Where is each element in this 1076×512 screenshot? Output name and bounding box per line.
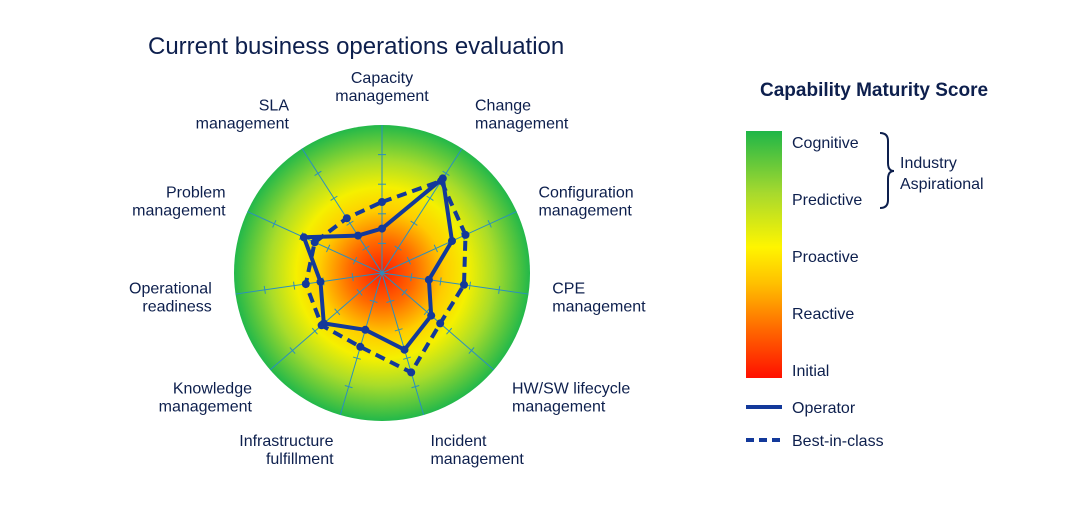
series-operator-point — [378, 224, 386, 233]
legend-color-bar — [746, 131, 782, 378]
radar-axis-tick — [356, 289, 363, 296]
series-best-in-class-line — [303, 178, 468, 375]
radar-axes — [235, 125, 529, 416]
legend-operator-label: Operator — [792, 400, 856, 417]
radar-axis-tick — [346, 220, 354, 226]
legend-level-proactive: Proactive — [792, 249, 859, 266]
series-operator-line — [301, 176, 454, 352]
radar-axis-tick — [314, 170, 322, 176]
radar-axis-tick — [410, 273, 413, 282]
legend-level-cognitive: Cognitive — [792, 135, 859, 152]
radar-axis-tick — [439, 277, 442, 286]
radar-axis-tick — [394, 328, 403, 332]
radar-axis-label: Operational readiness — [129, 280, 212, 315]
radar-axis-tick — [468, 347, 475, 354]
series-best-in-class-point — [317, 321, 326, 330]
radar-axis-tick — [263, 285, 266, 294]
legend-bracket — [879, 132, 895, 209]
radar-axis-tick — [330, 195, 338, 201]
radar-axis-label: Infrastructure fulfillment — [239, 433, 334, 468]
legend-title: Capability Maturity Score — [760, 80, 988, 101]
legend-level-initial: Initial — [792, 363, 829, 380]
radar-axis-tick — [411, 384, 420, 389]
radar-axis-label: Configuration management — [538, 185, 633, 220]
chart-title: Current business operations evaluation — [148, 33, 564, 60]
series-operator-point — [316, 277, 325, 286]
radar-axis-label: Change management — [475, 97, 569, 132]
radar-axis-label: Knowledge management — [159, 381, 253, 416]
radar-axis-tick — [410, 220, 418, 226]
radar-axis-tick — [423, 308, 430, 316]
series-operator-point — [427, 311, 436, 320]
series-operator-point — [354, 231, 362, 240]
series-best-in-class-point — [436, 319, 445, 328]
radar-axis-tick — [293, 281, 296, 290]
radar-axis-tick — [433, 244, 438, 253]
radar-axis-tick — [344, 384, 353, 389]
radar-axis-tick — [326, 244, 331, 253]
radar-axis-tick — [468, 281, 471, 290]
radar-axis-line — [381, 272, 425, 416]
radar-axis-tick — [289, 347, 296, 354]
radar-axis-tick — [401, 289, 408, 296]
radar-axis-tick — [386, 299, 395, 304]
radar-axis-tick — [442, 170, 450, 176]
radar-axis-tick — [334, 308, 341, 316]
series-best-in-class-point — [407, 368, 416, 377]
radar-axis-tick — [426, 195, 434, 201]
radar-axis-label: CPE management — [552, 280, 646, 315]
series-operator-point — [400, 345, 409, 354]
series-best-in-class-point — [437, 176, 446, 185]
series-best-in-class-point — [378, 198, 386, 206]
radar-axis-label: Problem management — [132, 185, 226, 220]
radar-axis-label: HW/SW lifecycle management — [512, 381, 630, 416]
radar-axis-tick — [498, 285, 501, 294]
radar-axis-line — [301, 148, 383, 274]
radar-axis-line — [381, 148, 463, 274]
radar-axis-label: Capacity management — [335, 70, 429, 105]
series-operator-point — [361, 325, 370, 334]
radar-axis-tick — [446, 327, 453, 335]
series-operator-point — [299, 233, 308, 242]
series-best-in-class-point — [310, 238, 319, 247]
radar-axis-tick — [406, 256, 412, 265]
series-best-in-class-point — [356, 342, 365, 351]
radar-axis-tick — [394, 245, 402, 251]
series-best-in-class-point — [460, 280, 468, 289]
legend-bracket-label-line1: Industry — [900, 155, 957, 172]
radar-axis-tick — [362, 245, 370, 251]
radar-axis-tick — [352, 256, 358, 265]
radar-axis-label: SLA management — [196, 97, 290, 132]
radar-axis-tick — [353, 356, 361, 360]
radar-axis-tick — [351, 273, 354, 282]
radar-axis-line — [381, 272, 529, 295]
series-best-in-class-point — [461, 230, 470, 239]
series-operator-point — [448, 237, 456, 245]
radar-axis-labels: Capacity management Change management Config… — [129, 70, 646, 468]
radar-axis-tick — [272, 219, 277, 228]
radar-axis-tick — [487, 219, 492, 228]
radar-axis-tick — [369, 299, 378, 304]
series-best-in-class-point — [342, 214, 351, 223]
legend: Capability Maturity Score Cognitive Pred… — [746, 80, 988, 450]
series-operator-point — [424, 275, 433, 284]
legend-best-in-class-label: Best-in-class — [792, 433, 884, 450]
legend-bracket-label-line2: Aspirational — [900, 176, 984, 193]
radar-axis-label: Incident management — [430, 433, 524, 468]
series-best-in-class-point — [301, 280, 310, 288]
radar-axis-tick — [403, 356, 411, 360]
legend-level-reactive: Reactive — [792, 306, 854, 323]
radar-axis-tick — [311, 327, 318, 335]
legend-level-predictive: Predictive — [792, 192, 862, 209]
radar-series — [299, 174, 470, 377]
